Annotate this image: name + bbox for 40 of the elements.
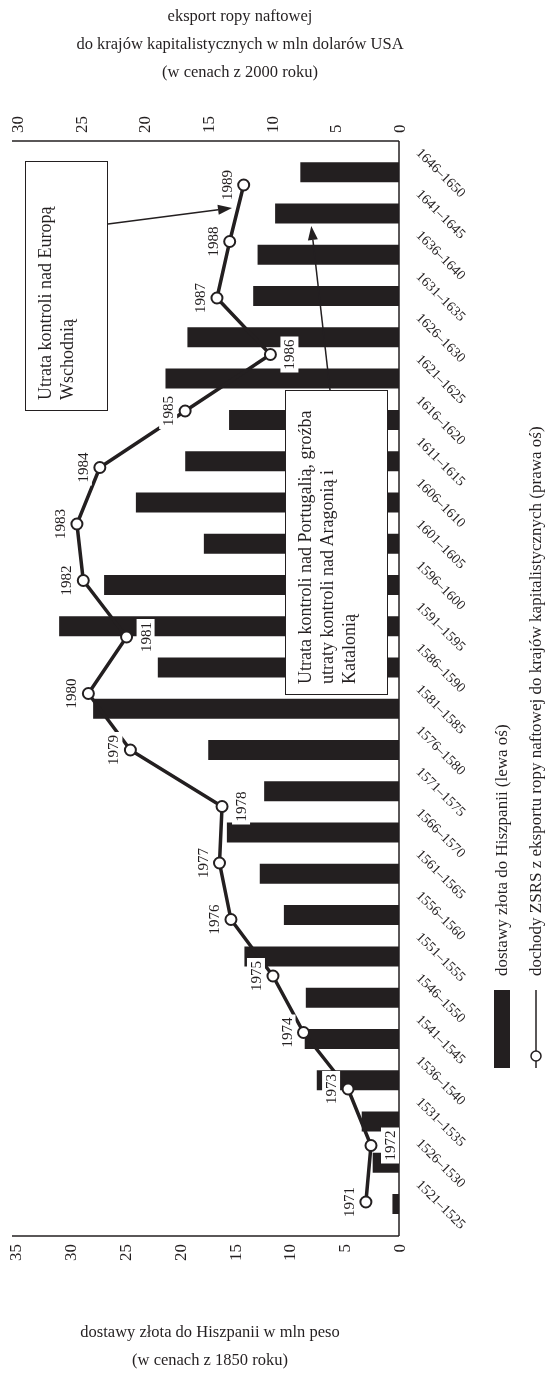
data-label: 1978 [233, 791, 250, 822]
x-tick-label: 25 [71, 116, 91, 133]
data-label: 1989 [218, 170, 235, 200]
data-label: 1984 [74, 452, 91, 483]
data-label: 1972 [381, 1130, 398, 1161]
data-label: 1981 [137, 622, 154, 652]
x-tick-label: 0 [390, 1244, 410, 1253]
data-label: 1986 [281, 339, 298, 370]
data-label: 1975 [247, 961, 264, 991]
data-label: 1973 [323, 1074, 340, 1104]
data-label: 1982 [58, 565, 75, 596]
data-label: 1985 [160, 396, 177, 426]
x-tick-label: 35 [6, 1244, 26, 1261]
data-label: 1980 [63, 678, 80, 709]
x-tick-label: 5 [326, 124, 346, 133]
data-label: 1979 [105, 735, 122, 765]
text: dostawy złota do Hiszpanii (lewa oś) [491, 724, 512, 976]
x-tick-label: 10 [280, 1244, 300, 1261]
x-tick-label: 15 [225, 1244, 245, 1261]
x-tick-label: 30 [61, 1244, 81, 1261]
x-tick-label: 10 [262, 116, 282, 133]
x-tick-label: 5 [335, 1244, 355, 1253]
callout-box: Utrata kontroli nad Europą Wschodnią [25, 161, 108, 411]
data-label: 1977 [194, 847, 211, 878]
data-label: 1976 [205, 904, 222, 935]
data-label: 1974 [278, 1017, 295, 1048]
data-label: 1971 [340, 1187, 357, 1217]
x-axis-title: dostawy złota do Hiszpanii w mln peso (w cenach z 1850 roku) [79, 1321, 341, 1371]
callout-box: Utrata kontroli nad Portugalią, groźba utraty kontroli nad Aragonią i Katalonią [285, 390, 388, 695]
x-tick-label: 20 [170, 1244, 190, 1261]
x-tick-label: 20 [135, 116, 155, 133]
data-label: 1988 [204, 226, 221, 257]
x-tick-label: 25 [115, 1244, 135, 1261]
data-label: 1987 [191, 282, 208, 313]
text: dochody ZSRS z eksportu ropy naftowej do krajów kapitalistycznych (prawa oś) [525, 426, 546, 976]
x-tick-label: 0 [390, 124, 410, 133]
x-axis-title: eksport ropy naftowej do krajów kapitalistycznych w mln dolarów USA (w cenach z 2000 roku) [75, 5, 405, 83]
x-tick-label: 30 [8, 116, 28, 133]
x-tick-label: 15 [199, 116, 219, 133]
data-label: 1983 [51, 509, 68, 539]
